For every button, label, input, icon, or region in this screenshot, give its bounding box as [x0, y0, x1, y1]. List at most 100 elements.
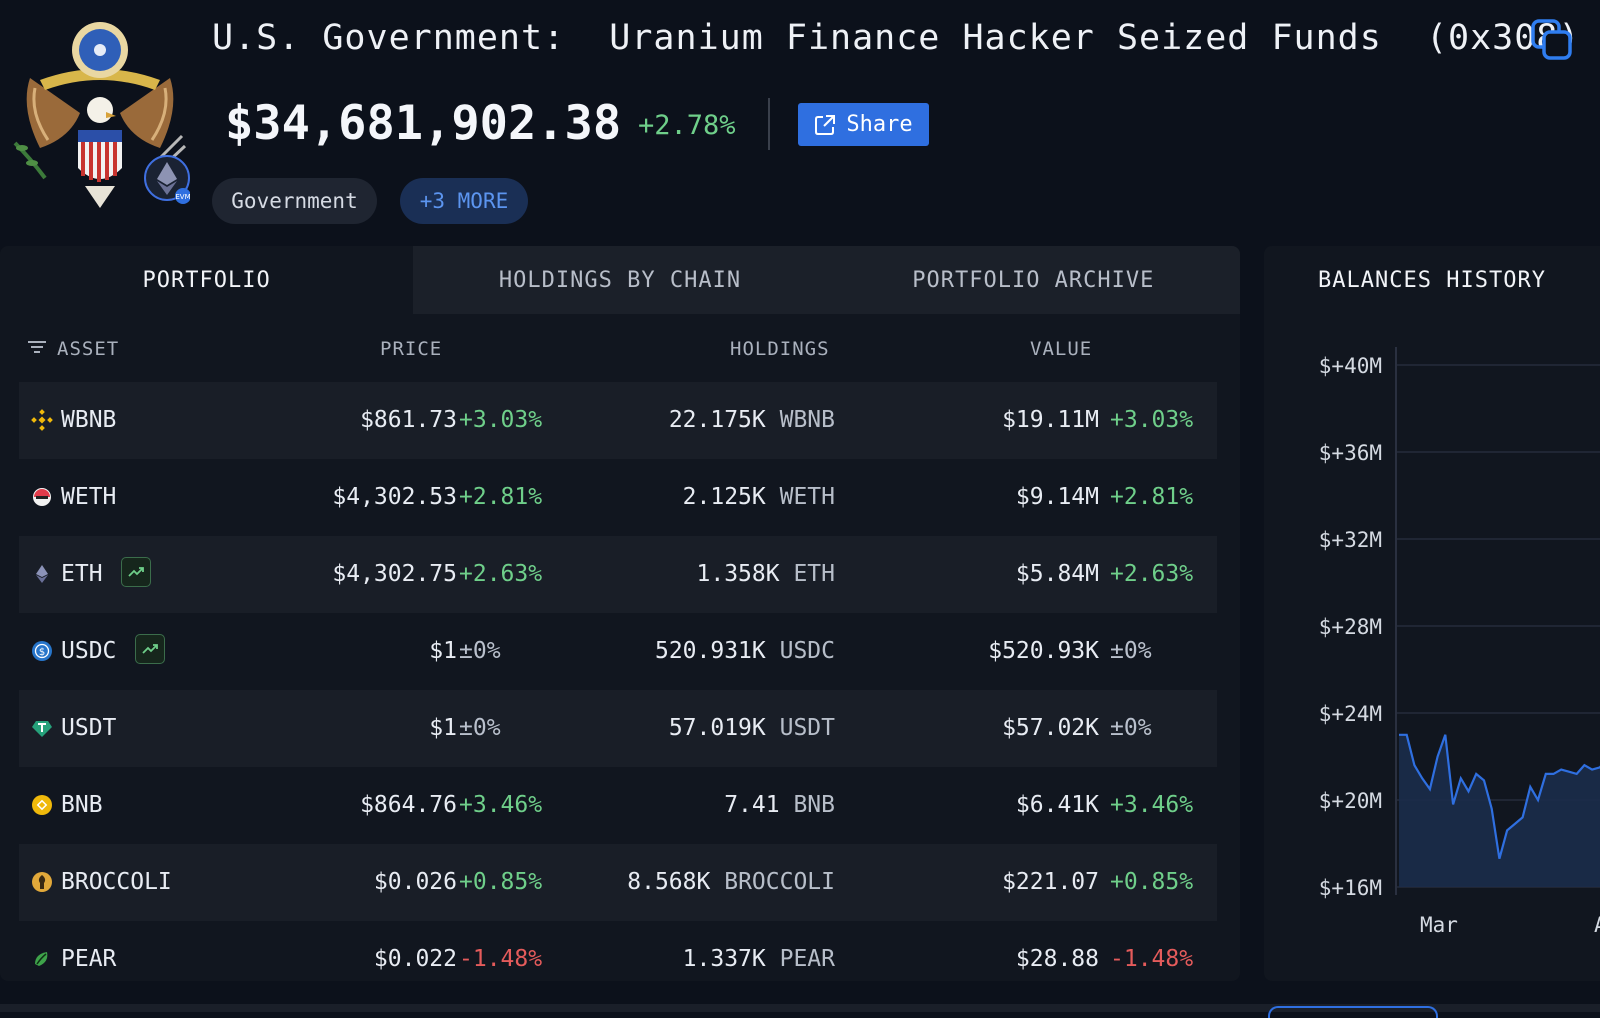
balance-line[interactable] — [1399, 733, 1600, 859]
asset-name[interactable]: USDT — [61, 715, 117, 741]
balance-area — [1399, 734, 1600, 887]
usdc-icon: $ — [31, 640, 53, 662]
asset-price: $4,302.75 — [332, 561, 457, 587]
y-tick-label: $+16M — [1319, 876, 1382, 900]
table-row[interactable]: BNB $864.76 +3.46% 7.41 BNB $6.41K +3.46% — [19, 767, 1217, 844]
usdt-icon — [31, 717, 53, 739]
pear-icon — [31, 948, 53, 970]
svg-text:$: $ — [39, 647, 45, 658]
y-tick-label: $+36M — [1319, 441, 1382, 465]
portfolio-tabs: PORTFOLIO HOLDINGS BY CHAIN PORTFOLIO AR… — [0, 246, 1240, 314]
price-change: ±0% — [459, 638, 501, 664]
asset-name[interactable]: USDC — [61, 638, 117, 664]
asset-table: WBNB $861.73 +3.03% 22.175K WBNB $19.11M +3.0… — [19, 382, 1217, 981]
holdings-amount: 1.337K — [682, 946, 766, 972]
value-change: ±0% — [1110, 715, 1152, 741]
price-change: +3.03% — [459, 407, 543, 433]
table-row[interactable]: ETH $4,302.75 +2.63% 1.358K ETH $5.84M +2.63% — [19, 536, 1217, 613]
y-tick-label: $+20M — [1319, 789, 1382, 813]
table-row[interactable]: $ USDC $1 ±0% 520.931K USDC $520.93K ±0% — [19, 613, 1217, 690]
page-title: U.S. Government: Uranium Finance Hacker … — [212, 18, 1581, 58]
broccoli-icon — [31, 871, 53, 893]
asset-price: $4,302.53 — [332, 484, 457, 510]
tag-government[interactable]: Government — [212, 178, 377, 224]
holdings-amount: 520.931K — [654, 638, 766, 664]
asset-name[interactable]: WBNB — [61, 407, 117, 433]
value-change: +2.63% — [1110, 561, 1194, 587]
asset-value: $221.07 — [1002, 869, 1099, 895]
price-change: +2.81% — [459, 484, 543, 510]
col-holdings[interactable]: HOLDINGS — [730, 338, 830, 360]
eth-icon — [31, 563, 53, 585]
value-change: +3.46% — [1110, 792, 1194, 818]
filter-icon[interactable] — [28, 340, 46, 354]
holdings-unit: ETH — [793, 561, 835, 587]
x-tick-label: A — [1594, 913, 1600, 937]
asset-price: $861.73 — [360, 407, 457, 433]
col-asset[interactable]: ASSET — [57, 338, 120, 360]
value-change: +2.81% — [1110, 484, 1194, 510]
table-row[interactable]: WETH $4,302.53 +2.81% 2.125K WETH $9.14M +2.8… — [19, 459, 1217, 536]
value-change: -1.48% — [1110, 946, 1194, 972]
holdings-amount: 7.41 — [724, 792, 780, 818]
price-change: -1.48% — [459, 946, 543, 972]
holdings-unit: USDC — [779, 638, 835, 664]
holdings-amount: 1.358K — [696, 561, 780, 587]
asset-name[interactable]: WETH — [61, 484, 117, 510]
tab-holdings-by-chain[interactable]: HOLDINGS BY CHAIN — [413, 246, 827, 314]
asset-value: $19.11M — [1002, 407, 1099, 433]
y-tick-label: $+24M — [1319, 702, 1382, 726]
balances-chart[interactable]: $+40M $+36M $+32M $+28M $+24M $+20M $+16M Mar A — [1264, 246, 1600, 981]
asset-value: $6.41K — [1015, 792, 1099, 818]
table-row[interactable]: WBNB $861.73 +3.03% 22.175K WBNB $19.11M +3.0… — [19, 382, 1217, 459]
asset-price: $864.76 — [360, 792, 457, 818]
col-value[interactable]: VALUE — [1030, 338, 1093, 360]
value-change: +3.03% — [1110, 407, 1194, 433]
asset-name[interactable]: BROCCOLI — [61, 869, 172, 895]
asset-name[interactable]: BNB — [61, 792, 103, 818]
holdings-unit: WBNB — [779, 407, 835, 433]
bnb-diamond-icon — [31, 409, 53, 431]
price-change: +2.63% — [459, 561, 543, 587]
total-value: $34,681,902.38 — [225, 96, 622, 151]
col-price[interactable]: PRICE — [380, 338, 443, 360]
tab-portfolio-archive[interactable]: PORTFOLIO ARCHIVE — [826, 246, 1240, 314]
asset-price: $1 — [429, 638, 457, 664]
header-divider — [768, 98, 770, 150]
price-change: +3.46% — [459, 792, 543, 818]
x-tick-label: Mar — [1420, 913, 1458, 937]
table-header: ASSET PRICE HOLDINGS VALUE — [0, 314, 1240, 380]
holdings-amount: 8.568K — [627, 869, 711, 895]
bottom-strip — [0, 1004, 1600, 1012]
balances-title[interactable]: BALANCES HISTORY — [1318, 267, 1546, 293]
weth-icon — [31, 486, 53, 508]
asset-value: $5.84M — [1015, 561, 1099, 587]
y-tick-label: $+28M — [1319, 615, 1382, 639]
table-row[interactable]: PEAR $0.022 -1.48% 1.337K PEAR $28.88 -1.48% — [19, 921, 1217, 981]
price-change: ±0% — [459, 715, 501, 741]
share-button[interactable]: Share — [798, 103, 929, 146]
trend-up-icon[interactable] — [135, 634, 165, 664]
asset-price: $0.026 — [373, 869, 457, 895]
y-tick-label: $+32M — [1319, 528, 1382, 552]
tab-portfolio[interactable]: PORTFOLIO — [0, 246, 414, 314]
holdings-unit: USDT — [779, 715, 835, 741]
total-change: +2.78% — [638, 110, 736, 141]
us-seal-logo: EVM — [13, 22, 190, 208]
copy-icon[interactable] — [1530, 18, 1574, 62]
asset-price: $1 — [429, 715, 457, 741]
y-tick-label: $+40M — [1319, 354, 1382, 378]
table-row[interactable]: USDT $1 ±0% 57.019K USDT $57.02K ±0% — [19, 690, 1217, 767]
tag-more[interactable]: +3 MORE — [400, 178, 528, 224]
bottom-tab[interactable] — [1268, 1006, 1438, 1018]
asset-name[interactable]: PEAR — [61, 946, 117, 972]
price-change: +0.85% — [459, 869, 543, 895]
table-row[interactable]: BROCCOLI $0.026 +0.85% 8.568K BROCCOLI $221.… — [19, 844, 1217, 921]
external-link-icon — [815, 114, 836, 135]
trend-up-icon[interactable] — [121, 557, 151, 587]
holdings-unit: WETH — [779, 484, 835, 510]
holdings-unit: PEAR — [779, 946, 835, 972]
asset-name[interactable]: ETH — [61, 561, 103, 587]
evm-badge: EVM — [175, 193, 190, 201]
holdings-amount: 2.125K — [682, 484, 766, 510]
